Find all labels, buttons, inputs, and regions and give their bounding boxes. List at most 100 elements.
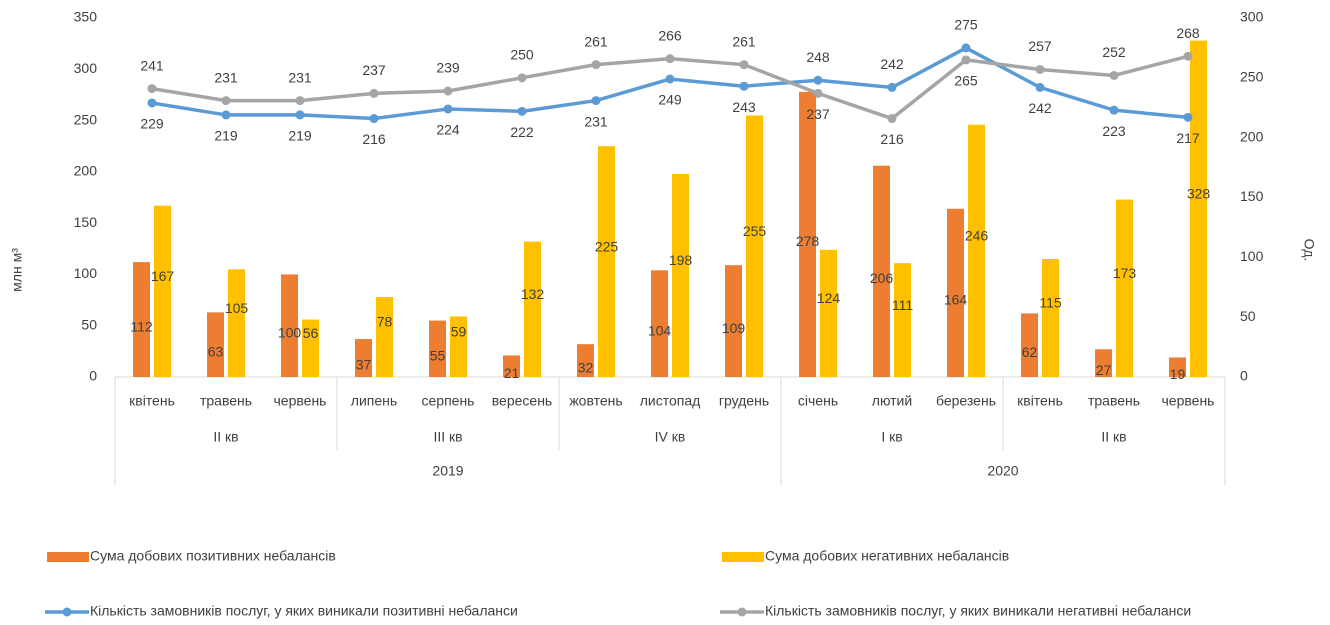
- bar-value-label: 111: [892, 297, 913, 313]
- bar: [672, 173, 689, 377]
- bar: [1042, 259, 1059, 377]
- year-label: 2020: [987, 463, 1018, 479]
- bar: [133, 262, 150, 377]
- line-marker: [1183, 51, 1193, 61]
- bar-value-label: 21: [504, 365, 520, 381]
- line-marker: [961, 55, 971, 65]
- line-marker: [517, 73, 527, 83]
- line-marker: [1109, 105, 1119, 115]
- bar: [228, 269, 245, 377]
- bar-value-label: 32: [578, 359, 594, 375]
- line-value-label: 242: [1028, 100, 1052, 116]
- bar-value-label: 278: [796, 233, 820, 249]
- line-value-label: 224: [436, 122, 460, 138]
- y-tick-label: 250: [74, 111, 98, 127]
- bar-value-label: 112: [130, 318, 153, 334]
- x-tick-label: квітень: [129, 393, 175, 409]
- line-value-label: 222: [510, 124, 534, 140]
- bar-value-label: 255: [743, 223, 767, 239]
- bar: [207, 312, 224, 377]
- legend-marker: [62, 607, 72, 617]
- line-marker: [221, 96, 231, 106]
- bar-value-label: 173: [1113, 265, 1137, 281]
- line-value-label: 216: [880, 131, 904, 147]
- bar: [947, 208, 964, 377]
- line-value-label: 229: [140, 116, 164, 132]
- quarter-label: I кв: [881, 429, 902, 445]
- bar: [577, 344, 594, 377]
- legend-label: Кількість замовників послуг, у яких вини…: [765, 603, 1191, 619]
- line-value-label: 242: [880, 56, 904, 72]
- line-marker: [443, 104, 453, 114]
- bar-value-label: 225: [595, 238, 619, 254]
- x-tick-label: березень: [936, 393, 996, 409]
- bar: [746, 115, 763, 377]
- line-value-label: 275: [954, 17, 978, 33]
- bar-value-label: 246: [965, 228, 989, 244]
- bar: [799, 91, 816, 377]
- y-tick-label: 50: [81, 316, 97, 332]
- line-marker: [887, 82, 897, 92]
- y-tick-label: 150: [74, 214, 98, 230]
- line-value-label: 217: [1176, 130, 1200, 146]
- quarter-label: II кв: [213, 429, 238, 445]
- x-tick-label: вересень: [492, 393, 552, 409]
- bar-value-label: 164: [944, 292, 968, 308]
- bar: [725, 265, 742, 377]
- bar-value-label: 206: [870, 270, 894, 286]
- bar: [1190, 40, 1207, 378]
- line-value-label: 219: [214, 128, 238, 144]
- bar: [450, 316, 467, 377]
- bar-value-label: 62: [1022, 344, 1038, 360]
- bar-value-label: 328: [1187, 185, 1211, 201]
- bar: [1116, 199, 1133, 377]
- x-tick-label: червень: [274, 393, 327, 409]
- y2-tick-label: 200: [1240, 128, 1264, 144]
- line-marker: [813, 88, 823, 98]
- line-marker: [665, 54, 675, 64]
- line-marker: [665, 74, 675, 84]
- line-value-label: 219: [288, 128, 312, 144]
- line-marker: [591, 96, 601, 106]
- bar: [429, 320, 446, 377]
- line-value-label: 250: [510, 47, 534, 63]
- legend-swatch: [722, 552, 764, 562]
- bar-value-label: 115: [1039, 295, 1062, 311]
- bar: [503, 355, 520, 377]
- bar: [1095, 349, 1112, 377]
- bar: [894, 263, 911, 377]
- bar: [651, 270, 668, 377]
- line-value-label: 237: [362, 62, 386, 78]
- line-marker: [1035, 64, 1045, 74]
- bar-value-label: 27: [1096, 362, 1112, 378]
- bar-value-label: 37: [356, 357, 372, 373]
- line-marker: [1109, 70, 1119, 80]
- y-tick-label: 0: [89, 368, 97, 384]
- y2-tick-label: 150: [1240, 188, 1264, 204]
- bar: [154, 205, 171, 377]
- legend-marker: [737, 607, 747, 617]
- bar: [1021, 313, 1038, 377]
- line-marker: [517, 106, 527, 116]
- bar-value-label: 19: [1170, 366, 1186, 382]
- y-tick-label: 200: [74, 163, 98, 179]
- bar-value-label: 105: [225, 300, 249, 316]
- line-value-label: 248: [806, 49, 830, 65]
- line-value-label: 231: [288, 69, 312, 85]
- x-tick-label: червень: [1162, 393, 1215, 409]
- line-marker: [295, 96, 305, 106]
- line-marker: [295, 110, 305, 120]
- line-value-label: 265: [954, 73, 978, 89]
- line-value-label: 231: [214, 69, 238, 85]
- bar-value-label: 100: [278, 324, 302, 340]
- line-value-label: 268: [1176, 25, 1200, 41]
- x-tick-label: жовтень: [569, 393, 622, 409]
- legend-swatch: [47, 552, 89, 562]
- bar-value-label: 104: [648, 322, 672, 338]
- y2-tick-label: 100: [1240, 248, 1264, 264]
- y2-tick-label: 50: [1240, 308, 1256, 324]
- bar-value-label: 109: [722, 320, 746, 336]
- line-marker: [1035, 82, 1045, 92]
- line-marker: [1183, 112, 1193, 122]
